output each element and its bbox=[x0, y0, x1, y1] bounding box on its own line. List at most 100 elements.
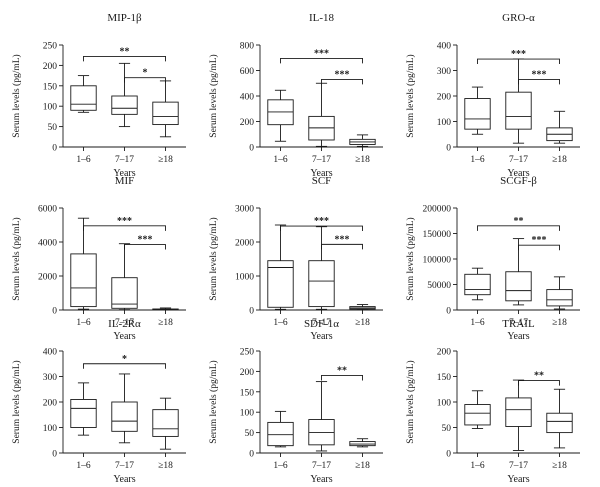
y-tick-label: 0 bbox=[52, 307, 57, 317]
y-tick-label: 200 bbox=[437, 348, 452, 358]
x-axis-label: Years bbox=[113, 474, 135, 485]
x-tick-label: 7–17 bbox=[115, 155, 134, 165]
box-3 bbox=[546, 388, 573, 449]
significance-label: *** bbox=[314, 48, 329, 59]
iqr-box bbox=[111, 95, 138, 115]
box-2 bbox=[308, 226, 335, 310]
box-3 bbox=[349, 438, 376, 448]
x-tick-label: 7–17 bbox=[509, 155, 528, 165]
y-tick-label: 0 bbox=[249, 307, 254, 317]
iqr-box bbox=[152, 101, 179, 126]
chart-panel-5: SCF 0 1000 2000 3000 1–6 7–17 ≥18 Years Serum lev… bbox=[208, 175, 383, 342]
x-axis-label: Years bbox=[507, 168, 529, 179]
chart-panel-9: TRAIL 0 50 100 150 200 1–6 7–17 ≥18 Years Serum le… bbox=[405, 318, 580, 485]
significance-bracket: *** bbox=[518, 235, 560, 251]
box-1 bbox=[464, 390, 491, 429]
y-tick-label: 100 bbox=[240, 409, 255, 419]
x-tick-label: 7–17 bbox=[509, 461, 528, 471]
axes bbox=[453, 207, 580, 314]
iqr-box bbox=[505, 271, 532, 302]
y-tick-label: 100 bbox=[437, 399, 452, 409]
y-tick-label: 6000 bbox=[38, 205, 57, 215]
bracket-line bbox=[280, 225, 363, 232]
bracket-line bbox=[124, 77, 166, 83]
bracket-line bbox=[477, 225, 560, 231]
significance-label: ** bbox=[120, 46, 130, 57]
x-tick-label: 1–6 bbox=[273, 155, 288, 165]
box-2 bbox=[308, 381, 335, 452]
significance-bracket: *** bbox=[280, 216, 363, 232]
bracket-line bbox=[83, 225, 166, 231]
iqr-box bbox=[70, 253, 97, 308]
y-tick-label: 50 bbox=[48, 123, 58, 133]
significance-label: ** bbox=[534, 371, 544, 382]
box-3 bbox=[349, 134, 376, 147]
axes bbox=[256, 350, 383, 457]
x-tick-label: 1–6 bbox=[76, 461, 91, 471]
x-axis-label: Years bbox=[113, 168, 135, 179]
bracket-line bbox=[321, 243, 363, 250]
x-tick-label: 1–6 bbox=[470, 461, 485, 471]
chart-title: SCF bbox=[312, 175, 332, 187]
significance-label: *** bbox=[511, 49, 526, 60]
y-tick-label: 1000 bbox=[235, 273, 254, 283]
y-tick-label: 0 bbox=[52, 450, 57, 460]
x-axis-label: Years bbox=[310, 474, 332, 485]
y-tick-label: 100000 bbox=[423, 256, 452, 266]
significance-label: *** bbox=[532, 69, 547, 80]
x-tick-label: 1–6 bbox=[76, 155, 91, 165]
chart-panel-2: IL-18 0 200 400 600 800 1–6 7–17 ≥18 Years Serum l… bbox=[208, 12, 383, 179]
box-1 bbox=[464, 86, 491, 135]
significance-bracket: ** bbox=[477, 216, 560, 231]
x-tick-label: ≥18 bbox=[355, 318, 370, 328]
significance-bracket: ** bbox=[518, 371, 560, 386]
y-tick-label: 150000 bbox=[423, 230, 452, 240]
x-tick-label: 1–6 bbox=[273, 318, 288, 328]
y-tick-label: 100 bbox=[437, 118, 452, 128]
iqr-box bbox=[70, 399, 97, 428]
bracket-line bbox=[477, 58, 560, 65]
chart-panel-7: IL-2Rα 0 100 200 300 400 1–6 7–17 ≥18 Years Serum … bbox=[11, 318, 186, 485]
x-tick-label: ≥18 bbox=[355, 461, 370, 471]
box-1 bbox=[70, 217, 97, 310]
y-tick-label: 2000 bbox=[38, 273, 57, 283]
significance-label: *** bbox=[314, 216, 329, 227]
significance-bracket: *** bbox=[518, 69, 560, 85]
chart-panel-6: SCGF-β 0 50000 100000 150000 200000 1–6 7–17 ≥18… bbox=[405, 175, 580, 342]
y-tick-label: 50 bbox=[245, 429, 255, 439]
y-tick-label: 300 bbox=[43, 373, 58, 383]
y-tick-label: 100 bbox=[43, 424, 58, 434]
significance-bracket: * bbox=[83, 354, 166, 369]
x-tick-label: 7–17 bbox=[312, 155, 331, 165]
box-2 bbox=[505, 58, 532, 144]
chart-title: MIP-1β bbox=[107, 12, 142, 24]
y-tick-label: 0 bbox=[446, 307, 451, 317]
significance-bracket: *** bbox=[477, 49, 560, 65]
box-3 bbox=[546, 110, 573, 144]
iqr-box bbox=[111, 401, 138, 432]
significance-label: ** bbox=[337, 365, 347, 376]
x-tick-label: ≥18 bbox=[552, 155, 567, 165]
y-tick-label: 200 bbox=[43, 62, 58, 72]
y-tick-label: 0 bbox=[52, 144, 57, 154]
box-2 bbox=[111, 243, 138, 311]
chart-panel-3: GRO-α 0 100 200 300 400 1–6 7–17 ≥18 Years Serum l… bbox=[405, 12, 580, 179]
y-axis-label: Serum levels (pg/mL) bbox=[11, 54, 22, 137]
axes bbox=[453, 44, 580, 151]
x-axis-label: Years bbox=[507, 331, 529, 342]
y-axis-label: Serum levels (pg/mL) bbox=[405, 360, 416, 443]
chart-title: TRAIL bbox=[502, 318, 535, 330]
y-tick-label: 600 bbox=[240, 67, 255, 77]
y-tick-label: 400 bbox=[43, 348, 58, 358]
y-tick-label: 400 bbox=[437, 42, 452, 52]
box-3 bbox=[152, 307, 179, 311]
axes bbox=[256, 44, 383, 151]
bracket-line bbox=[280, 57, 363, 64]
iqr-box bbox=[546, 289, 573, 307]
x-axis-label: Years bbox=[310, 331, 332, 342]
axes bbox=[453, 350, 580, 457]
y-tick-label: 250 bbox=[240, 348, 255, 358]
significance-bracket: *** bbox=[280, 48, 363, 64]
chart-title: IL-2Rα bbox=[108, 318, 141, 330]
box-2 bbox=[505, 379, 532, 451]
